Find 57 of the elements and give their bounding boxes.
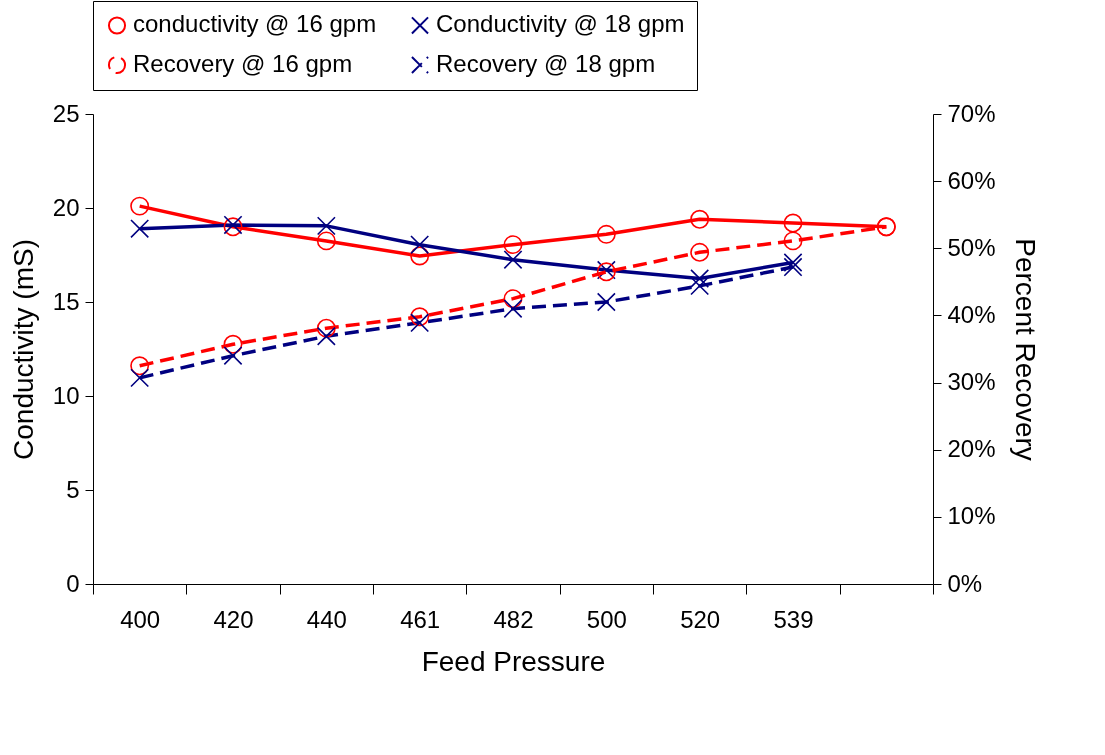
point — [223, 346, 243, 366]
point — [783, 253, 803, 272]
point — [596, 224, 616, 244]
x-tick-label: 420 — [213, 605, 254, 633]
point — [410, 235, 430, 255]
y2-tick-label: 70% — [947, 99, 996, 127]
point — [130, 196, 150, 216]
point — [503, 235, 523, 255]
x-tick-label: 400 — [120, 605, 161, 633]
point — [130, 219, 150, 239]
point — [503, 250, 523, 270]
point — [410, 307, 430, 327]
y2-tick-label: 20% — [947, 435, 996, 463]
x-tick-label: 482 — [493, 605, 534, 633]
point — [223, 334, 243, 354]
point — [503, 299, 523, 319]
legend-label: Conductivity @ 18 gpm — [436, 10, 685, 38]
y2-tick-label: 30% — [947, 368, 996, 396]
y-tick-label: 5 — [66, 475, 80, 503]
y-tick-label: 25 — [52, 99, 80, 127]
legend-label: Recovery @ 18 gpm — [436, 50, 656, 77]
point — [783, 231, 803, 251]
point — [690, 209, 710, 229]
point — [316, 318, 336, 338]
y-tick-label: 15 — [52, 287, 80, 315]
legend-label: conductivity @ 16 gpm — [133, 10, 377, 38]
y-tick-label: 0 — [66, 569, 80, 597]
point — [503, 289, 523, 309]
point — [410, 246, 430, 266]
point — [130, 356, 150, 376]
point — [690, 269, 710, 288]
point — [316, 216, 336, 236]
point — [410, 313, 430, 333]
y-tick-label: 20 — [52, 193, 80, 221]
point — [690, 242, 710, 262]
legend-label: Recovery @ 16 gpm — [133, 50, 353, 77]
y-tick-label: 10 — [52, 381, 80, 409]
point — [316, 326, 336, 346]
point — [783, 257, 803, 277]
y2-tick-label: 10% — [947, 502, 996, 530]
point — [130, 368, 150, 388]
y2-tick-label: 40% — [947, 300, 996, 328]
x-tick-label: 520 — [680, 605, 721, 633]
point — [783, 213, 803, 233]
point — [596, 292, 616, 312]
x-tick-label: 440 — [306, 605, 347, 633]
y2-tick-label: 50% — [947, 233, 996, 261]
x-axis-title: Feed Pressure — [421, 645, 606, 677]
x-tick-label: 500 — [586, 605, 627, 633]
point — [690, 276, 710, 296]
y2-axis-title: Percent Recovery — [1009, 238, 1041, 461]
x-tick-label: 461 — [400, 605, 441, 633]
y2-tick-label: 60% — [947, 166, 996, 194]
x-tick-label: 539 — [773, 605, 814, 633]
point — [316, 231, 336, 251]
y2-tick-label: 0% — [947, 569, 983, 597]
y-axis-title: Conductivity (mS) — [7, 239, 39, 460]
